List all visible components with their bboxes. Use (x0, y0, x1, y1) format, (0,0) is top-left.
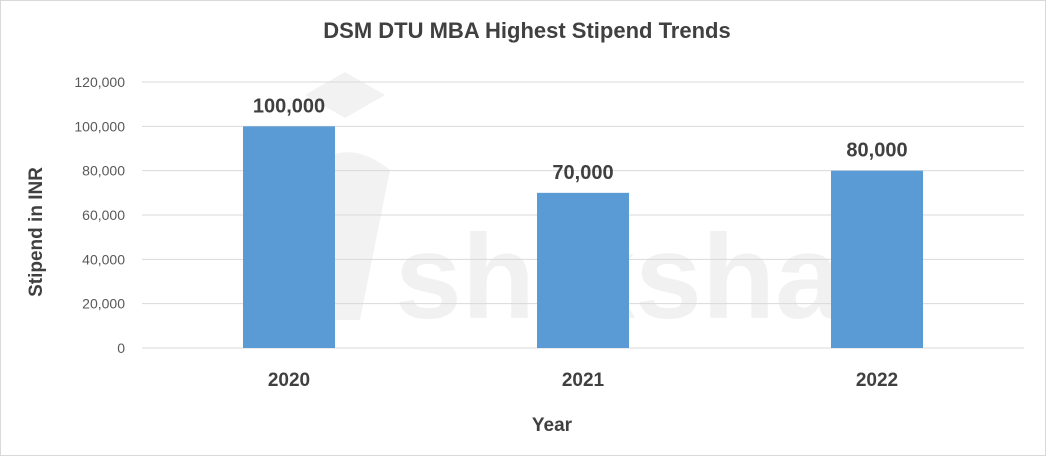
y-tick-label: 60,000 (82, 207, 125, 223)
y-tick-label: 100,000 (74, 118, 125, 134)
x-tick-label: 2022 (856, 370, 898, 391)
data-label: 70,000 (552, 162, 613, 184)
y-tick-label: 20,000 (82, 296, 125, 312)
x-tick-label: 2021 (562, 370, 605, 391)
bar (243, 126, 335, 348)
bars (243, 126, 923, 348)
y-tick-label: 80,000 (82, 163, 125, 179)
x-axis-title: Year (532, 415, 573, 436)
watermark-cap-icon (305, 72, 385, 118)
data-label: 80,000 (846, 140, 907, 162)
y-tick-label: 0 (117, 340, 125, 356)
chart-title: DSM DTU MBA Highest Stipend Trends (323, 18, 730, 43)
x-axis-ticks: 2020 2021 2022 (268, 370, 898, 391)
y-axis-title: Stipend in INR (26, 167, 47, 297)
data-label: 100,000 (253, 95, 325, 117)
bar (831, 170, 923, 348)
bar (537, 192, 629, 348)
data-labels: 100,000 70,000 80,000 (253, 95, 908, 183)
y-tick-label: 120,000 (74, 74, 125, 90)
x-tick-label: 2020 (268, 370, 310, 391)
y-axis-ticks: 0 20,000 40,000 60,000 80,000 100,000 120,000 (74, 74, 125, 356)
y-tick-label: 40,000 (82, 251, 125, 267)
